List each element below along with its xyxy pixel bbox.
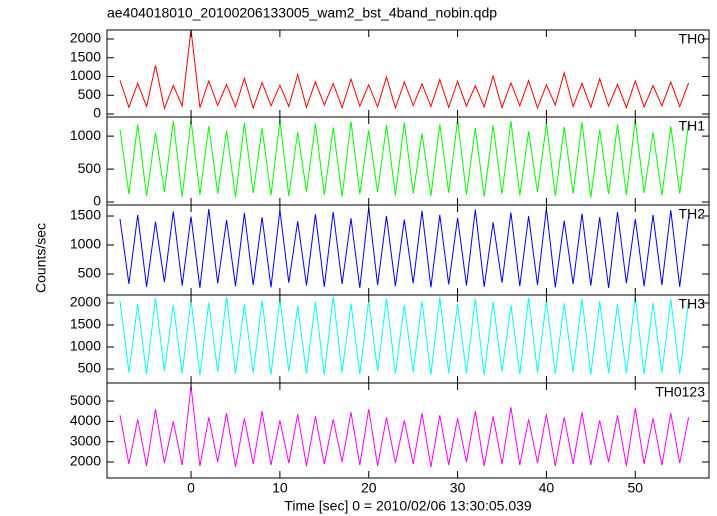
panel-frame [106, 382, 710, 479]
series-line [119, 30, 690, 111]
y-axis-label: Counts/sec [33, 223, 49, 293]
x-tick-label: 20 [361, 480, 377, 496]
y-tick-label: 2000 [70, 30, 101, 46]
y-tick-label: 500 [78, 265, 102, 281]
x-tick-label: 50 [627, 480, 643, 496]
panel-label: TH1 [679, 118, 706, 134]
series-line [119, 385, 690, 468]
x-tick-label: 10 [272, 480, 288, 496]
x-tick-label: 40 [539, 480, 555, 496]
x-axis-label: Time [sec] 0 = 2010/02/06 13:30:05.039 [284, 498, 532, 514]
y-tick-label: 1000 [70, 127, 101, 143]
y-tick-label: 500 [78, 86, 102, 102]
x-tick-label: 30 [450, 480, 466, 496]
x-tick-label: 0 [187, 480, 195, 496]
y-tick-label: 1500 [70, 207, 101, 223]
y-tick-label: 3000 [70, 432, 101, 448]
y-tick-label: 1000 [70, 67, 101, 83]
y-tick-label: 1500 [70, 48, 101, 64]
y-tick-label: 0 [93, 105, 101, 121]
y-tick-label: 500 [78, 360, 102, 376]
y-tick-label: 2000 [70, 453, 101, 469]
panel-frame [106, 29, 710, 118]
panel-frame [106, 294, 710, 384]
series-line [119, 296, 690, 376]
series-line [119, 119, 690, 198]
panel-label: TH0123 [655, 384, 705, 400]
chart-title: ae404018010_20100206133005_wam2_bst_4ban… [107, 5, 497, 21]
panel-label: TH0 [679, 31, 706, 47]
series-line [119, 207, 690, 288]
y-tick-label: 0 [93, 193, 101, 209]
y-tick-label: 1500 [70, 316, 101, 332]
panel-label: TH3 [679, 296, 706, 312]
y-tick-label: 1000 [70, 236, 101, 252]
panel-label: TH2 [679, 206, 706, 222]
y-tick-label: 1000 [70, 338, 101, 354]
y-tick-label: 5000 [70, 392, 101, 408]
y-tick-label: 2000 [70, 294, 101, 310]
y-tick-label: 4000 [70, 412, 101, 428]
y-tick-label: 500 [78, 160, 102, 176]
